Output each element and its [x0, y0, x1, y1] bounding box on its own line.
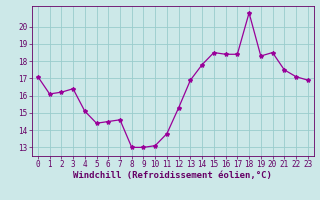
- X-axis label: Windchill (Refroidissement éolien,°C): Windchill (Refroidissement éolien,°C): [73, 171, 272, 180]
